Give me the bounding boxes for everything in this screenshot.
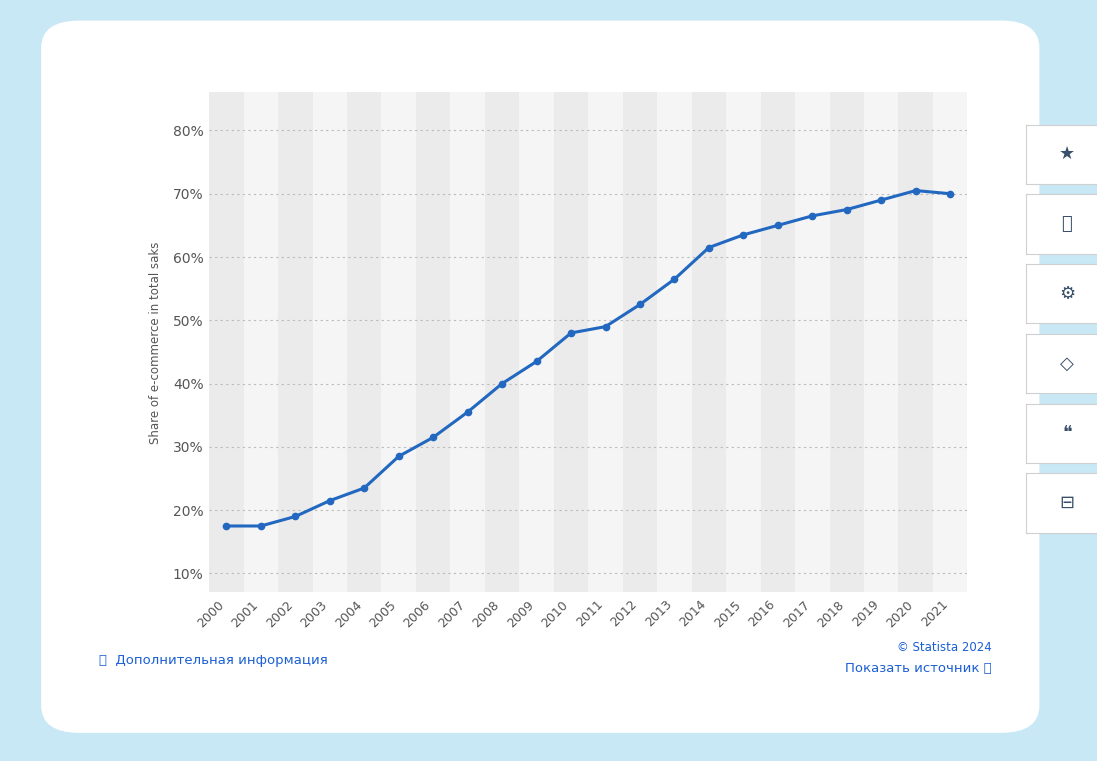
Bar bbox=[347, 92, 382, 592]
Bar bbox=[416, 92, 451, 592]
Text: ⚙: ⚙ bbox=[1059, 285, 1075, 303]
Text: ❝: ❝ bbox=[1062, 425, 1072, 442]
Bar bbox=[382, 92, 416, 592]
Bar bbox=[657, 92, 692, 592]
Bar bbox=[864, 92, 898, 592]
Bar bbox=[898, 92, 932, 592]
Bar bbox=[795, 92, 829, 592]
Bar bbox=[210, 92, 244, 592]
Bar bbox=[932, 92, 968, 592]
Bar bbox=[278, 92, 313, 592]
Text: © Statista 2024: © Statista 2024 bbox=[896, 641, 992, 654]
FancyBboxPatch shape bbox=[42, 21, 1040, 733]
Bar bbox=[588, 92, 623, 592]
Bar bbox=[726, 92, 760, 592]
Text: ◇: ◇ bbox=[1060, 355, 1074, 373]
Text: ★: ★ bbox=[1059, 145, 1075, 164]
Bar bbox=[829, 92, 864, 592]
Bar bbox=[554, 92, 588, 592]
Bar bbox=[244, 92, 278, 592]
Y-axis label: Share of e-commerce in total saks: Share of e-commerce in total saks bbox=[149, 241, 161, 444]
Text: 🔔: 🔔 bbox=[1062, 215, 1072, 233]
Bar bbox=[485, 92, 519, 592]
Text: ⊟: ⊟ bbox=[1060, 494, 1074, 512]
Bar bbox=[692, 92, 726, 592]
Bar bbox=[519, 92, 554, 592]
Text: Показать источник ⓘ: Показать источник ⓘ bbox=[845, 662, 992, 675]
Bar bbox=[760, 92, 795, 592]
Bar bbox=[451, 92, 485, 592]
Text: ⓘ  Дополнительная информация: ⓘ Дополнительная информация bbox=[99, 654, 328, 667]
Bar bbox=[313, 92, 347, 592]
Bar bbox=[623, 92, 657, 592]
